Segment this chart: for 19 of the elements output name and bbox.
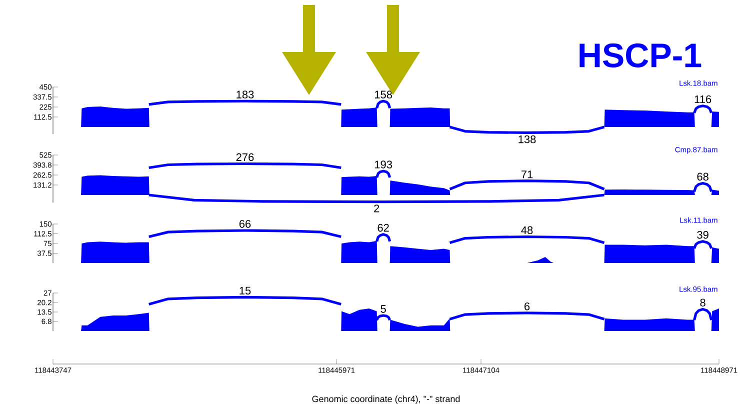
annotation: 6 [524,302,530,310]
annotation: 276 [236,153,254,162]
annotation: 62 [378,224,389,232]
annotation: 15 [240,286,251,295]
annotation: 48 [521,226,533,234]
annotation: 193 [374,160,392,168]
annotation: 66 [239,220,251,228]
x-axis-title: Genomic coordinate (chr4), "-" strand [312,396,460,404]
annotation: 8 [700,298,706,306]
annotation: 116 [694,95,712,104]
annotation: 138 [518,135,536,144]
annotation: 5 [380,305,386,313]
annotation: 183 [236,90,254,98]
annotation: 39 [697,230,708,239]
annotation: 68 [697,172,708,181]
annotation: 71 [521,170,533,178]
annotation: 158 [374,90,392,98]
annotation: 2 [374,204,380,212]
chart-title: HSCP-1 [580,43,702,68]
